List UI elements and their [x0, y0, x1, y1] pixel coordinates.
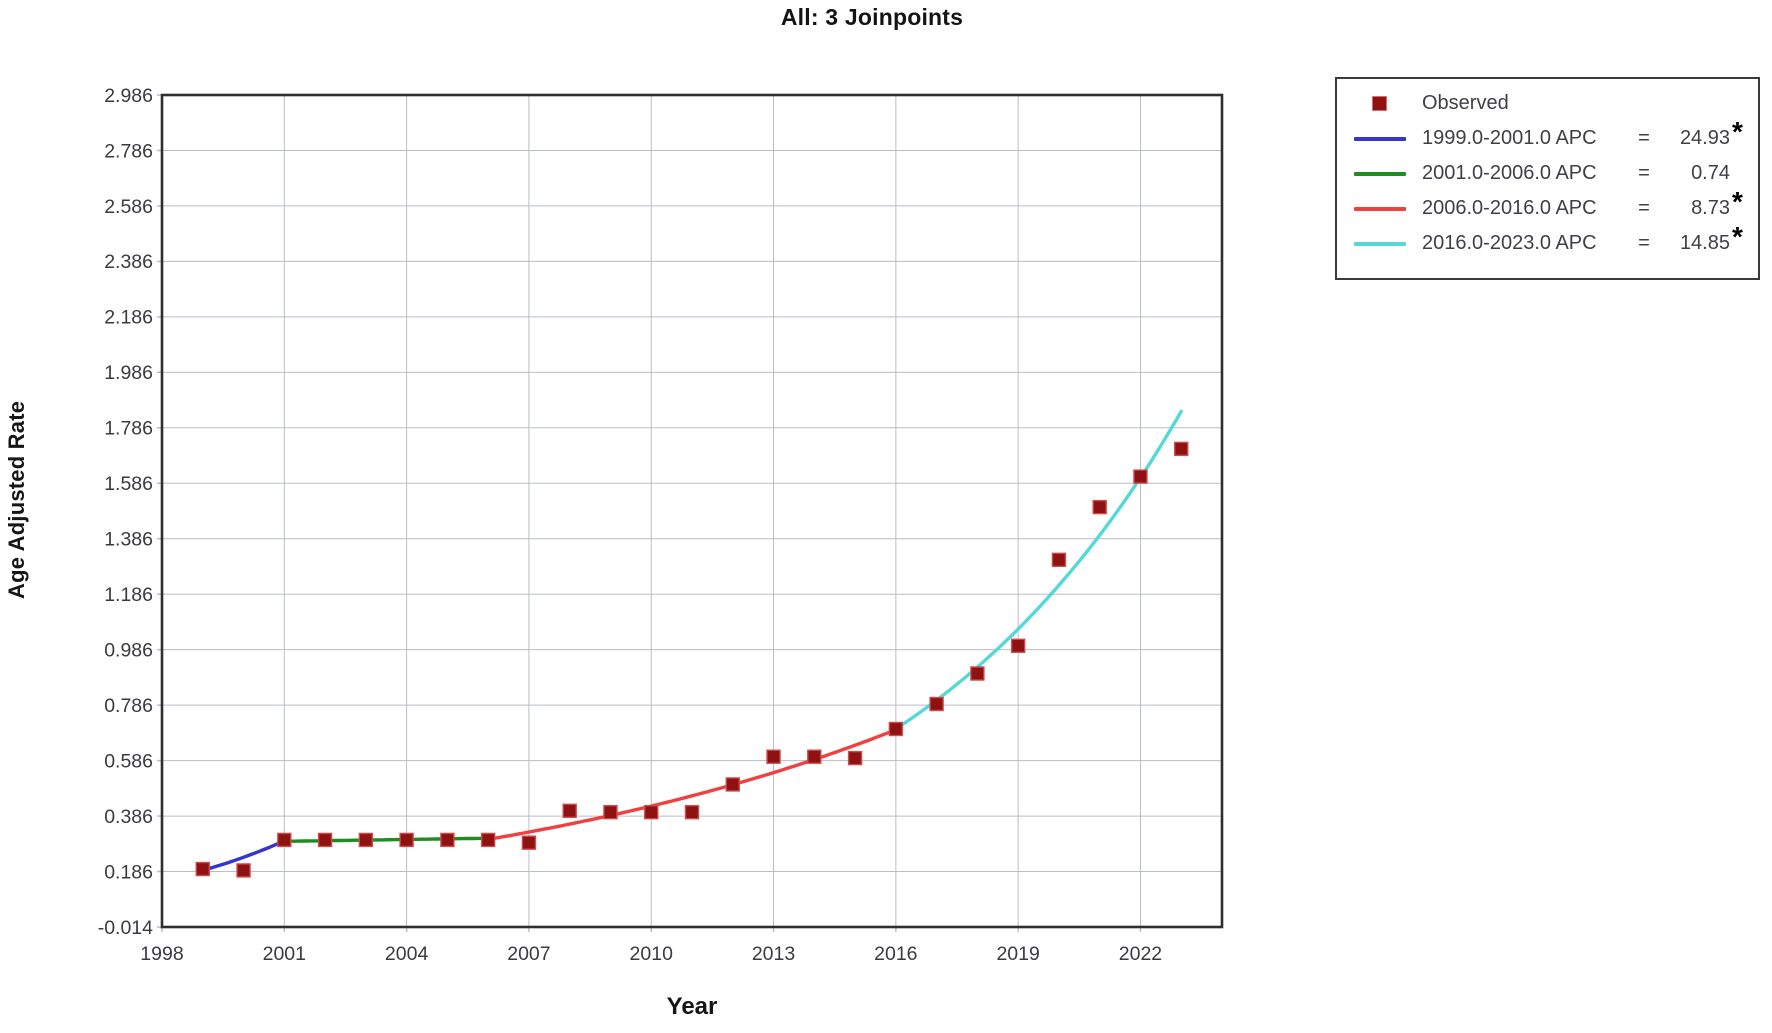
equals-sign: =	[1638, 127, 1650, 149]
y-tick-label: 1.586	[104, 473, 153, 495]
legend-item-observed: Observed	[1337, 86, 1758, 121]
legend-item-segment-3: 2006.0-2016.0 APC = 8.73 *	[1337, 187, 1758, 226]
observed-point	[562, 803, 577, 818]
observed-point	[766, 749, 781, 764]
apc-value: 24.93	[1679, 127, 1730, 149]
observed-point	[847, 750, 863, 766]
equals-sign: =	[1638, 232, 1650, 254]
apc-value: 8.73	[1691, 197, 1730, 219]
segment-range-label: 2001.0-2006.0 APC	[1422, 162, 1597, 184]
observed-point	[399, 832, 414, 848]
y-tick-label: 2.586	[104, 196, 153, 218]
observed-point	[929, 696, 944, 712]
segment-line-icon	[1353, 171, 1406, 176]
y-tick-label: 1.386	[104, 529, 153, 551]
observed-point	[888, 721, 904, 737]
apc-value: 14.85	[1679, 232, 1730, 254]
observed-point	[1092, 499, 1107, 515]
x-tick-label: 2004	[385, 943, 429, 965]
y-tick-label: 2.986	[104, 85, 153, 107]
segment-line-icon	[1353, 206, 1406, 211]
y-tick-label: 0.586	[104, 750, 153, 772]
observed-point	[236, 863, 251, 878]
x-tick-label: 2019	[996, 943, 1039, 965]
swatch-wrap	[1337, 136, 1422, 141]
segment-line-icon	[1353, 136, 1406, 141]
x-tick-label: 2001	[263, 943, 306, 965]
observed-point	[317, 832, 333, 848]
y-tick-label: 1.986	[104, 362, 153, 384]
x-tick-label: 2007	[507, 943, 550, 965]
trend-segment-2	[282, 836, 490, 843]
segment-line-icon	[1353, 241, 1406, 246]
x-tick-label: 2010	[630, 943, 674, 965]
observed-marker-icon	[1373, 97, 1386, 110]
swatch-wrap	[1337, 206, 1422, 211]
y-tick-label: 2.786	[104, 140, 153, 162]
legend-item-segment-1: 1999.0-2001.0 APC = 24.93 *	[1337, 117, 1758, 156]
observed-point	[1174, 441, 1189, 457]
y-tick-label: 0.186	[104, 861, 153, 883]
observed-point	[195, 861, 210, 877]
x-tick-label: 2016	[874, 943, 917, 965]
y-tick-label: 0.786	[104, 695, 153, 717]
observed-point	[1133, 469, 1148, 484]
legend: Observed 1999.0-2001.0 APC = 24.93 * 200…	[1335, 77, 1760, 280]
chart-title: All: 3 Joinpoints	[780, 4, 964, 30]
equals-sign: =	[1638, 162, 1650, 184]
y-tick-label: 0.986	[104, 639, 153, 661]
x-tick-label: 2013	[752, 943, 795, 965]
trend-segment-3	[486, 728, 898, 842]
observed-point	[358, 832, 374, 848]
legend-label: Observed	[1422, 92, 1509, 114]
x-tick-label: 2022	[1119, 943, 1162, 965]
apc-value: 0.74	[1691, 162, 1730, 184]
observed-point	[1051, 552, 1067, 568]
y-tick-label: 2.386	[104, 251, 153, 273]
observed-point	[440, 832, 455, 848]
swatch-wrap	[1337, 241, 1422, 246]
observed-point	[277, 832, 292, 848]
observed-point	[970, 666, 985, 681]
legend-item-segment-2: 2001.0-2006.0 APC = 0.74	[1337, 156, 1758, 191]
y-axis-title: Age Adjusted Rate	[4, 400, 29, 600]
observed-point	[684, 804, 700, 820]
trend-segment-1	[201, 839, 286, 873]
y-tick-label: 0.386	[104, 806, 153, 828]
segment-range-label: 2016.0-2023.0 APC	[1422, 232, 1597, 254]
observed-point	[480, 832, 496, 848]
plot-frame	[160, 93, 1224, 929]
swatch-wrap	[1337, 171, 1422, 176]
observed-point	[725, 777, 740, 792]
observed-point	[1010, 638, 1026, 653]
segment-range-label: 1999.0-2001.0 APC	[1422, 127, 1597, 149]
x-tick-label: 1998	[140, 943, 183, 965]
observed-point	[603, 804, 618, 820]
observed-point	[807, 749, 822, 764]
y-tick-label: -0.014	[98, 917, 153, 939]
legend-item-segment-4: 2016.0-2023.0 APC = 14.85 *	[1337, 222, 1758, 261]
y-tick-label: 2.186	[104, 307, 153, 329]
segment-range-label: 2006.0-2016.0 APC	[1422, 197, 1597, 219]
x-axis-title: Year	[666, 993, 718, 1020]
y-tick-label: 1.186	[104, 584, 153, 606]
swatch-wrap	[1337, 97, 1422, 110]
trend-segment-4	[894, 409, 1183, 731]
observed-point	[521, 835, 537, 850]
equals-sign: =	[1638, 197, 1650, 219]
y-tick-label: 1.786	[104, 418, 153, 440]
observed-point	[644, 804, 659, 820]
